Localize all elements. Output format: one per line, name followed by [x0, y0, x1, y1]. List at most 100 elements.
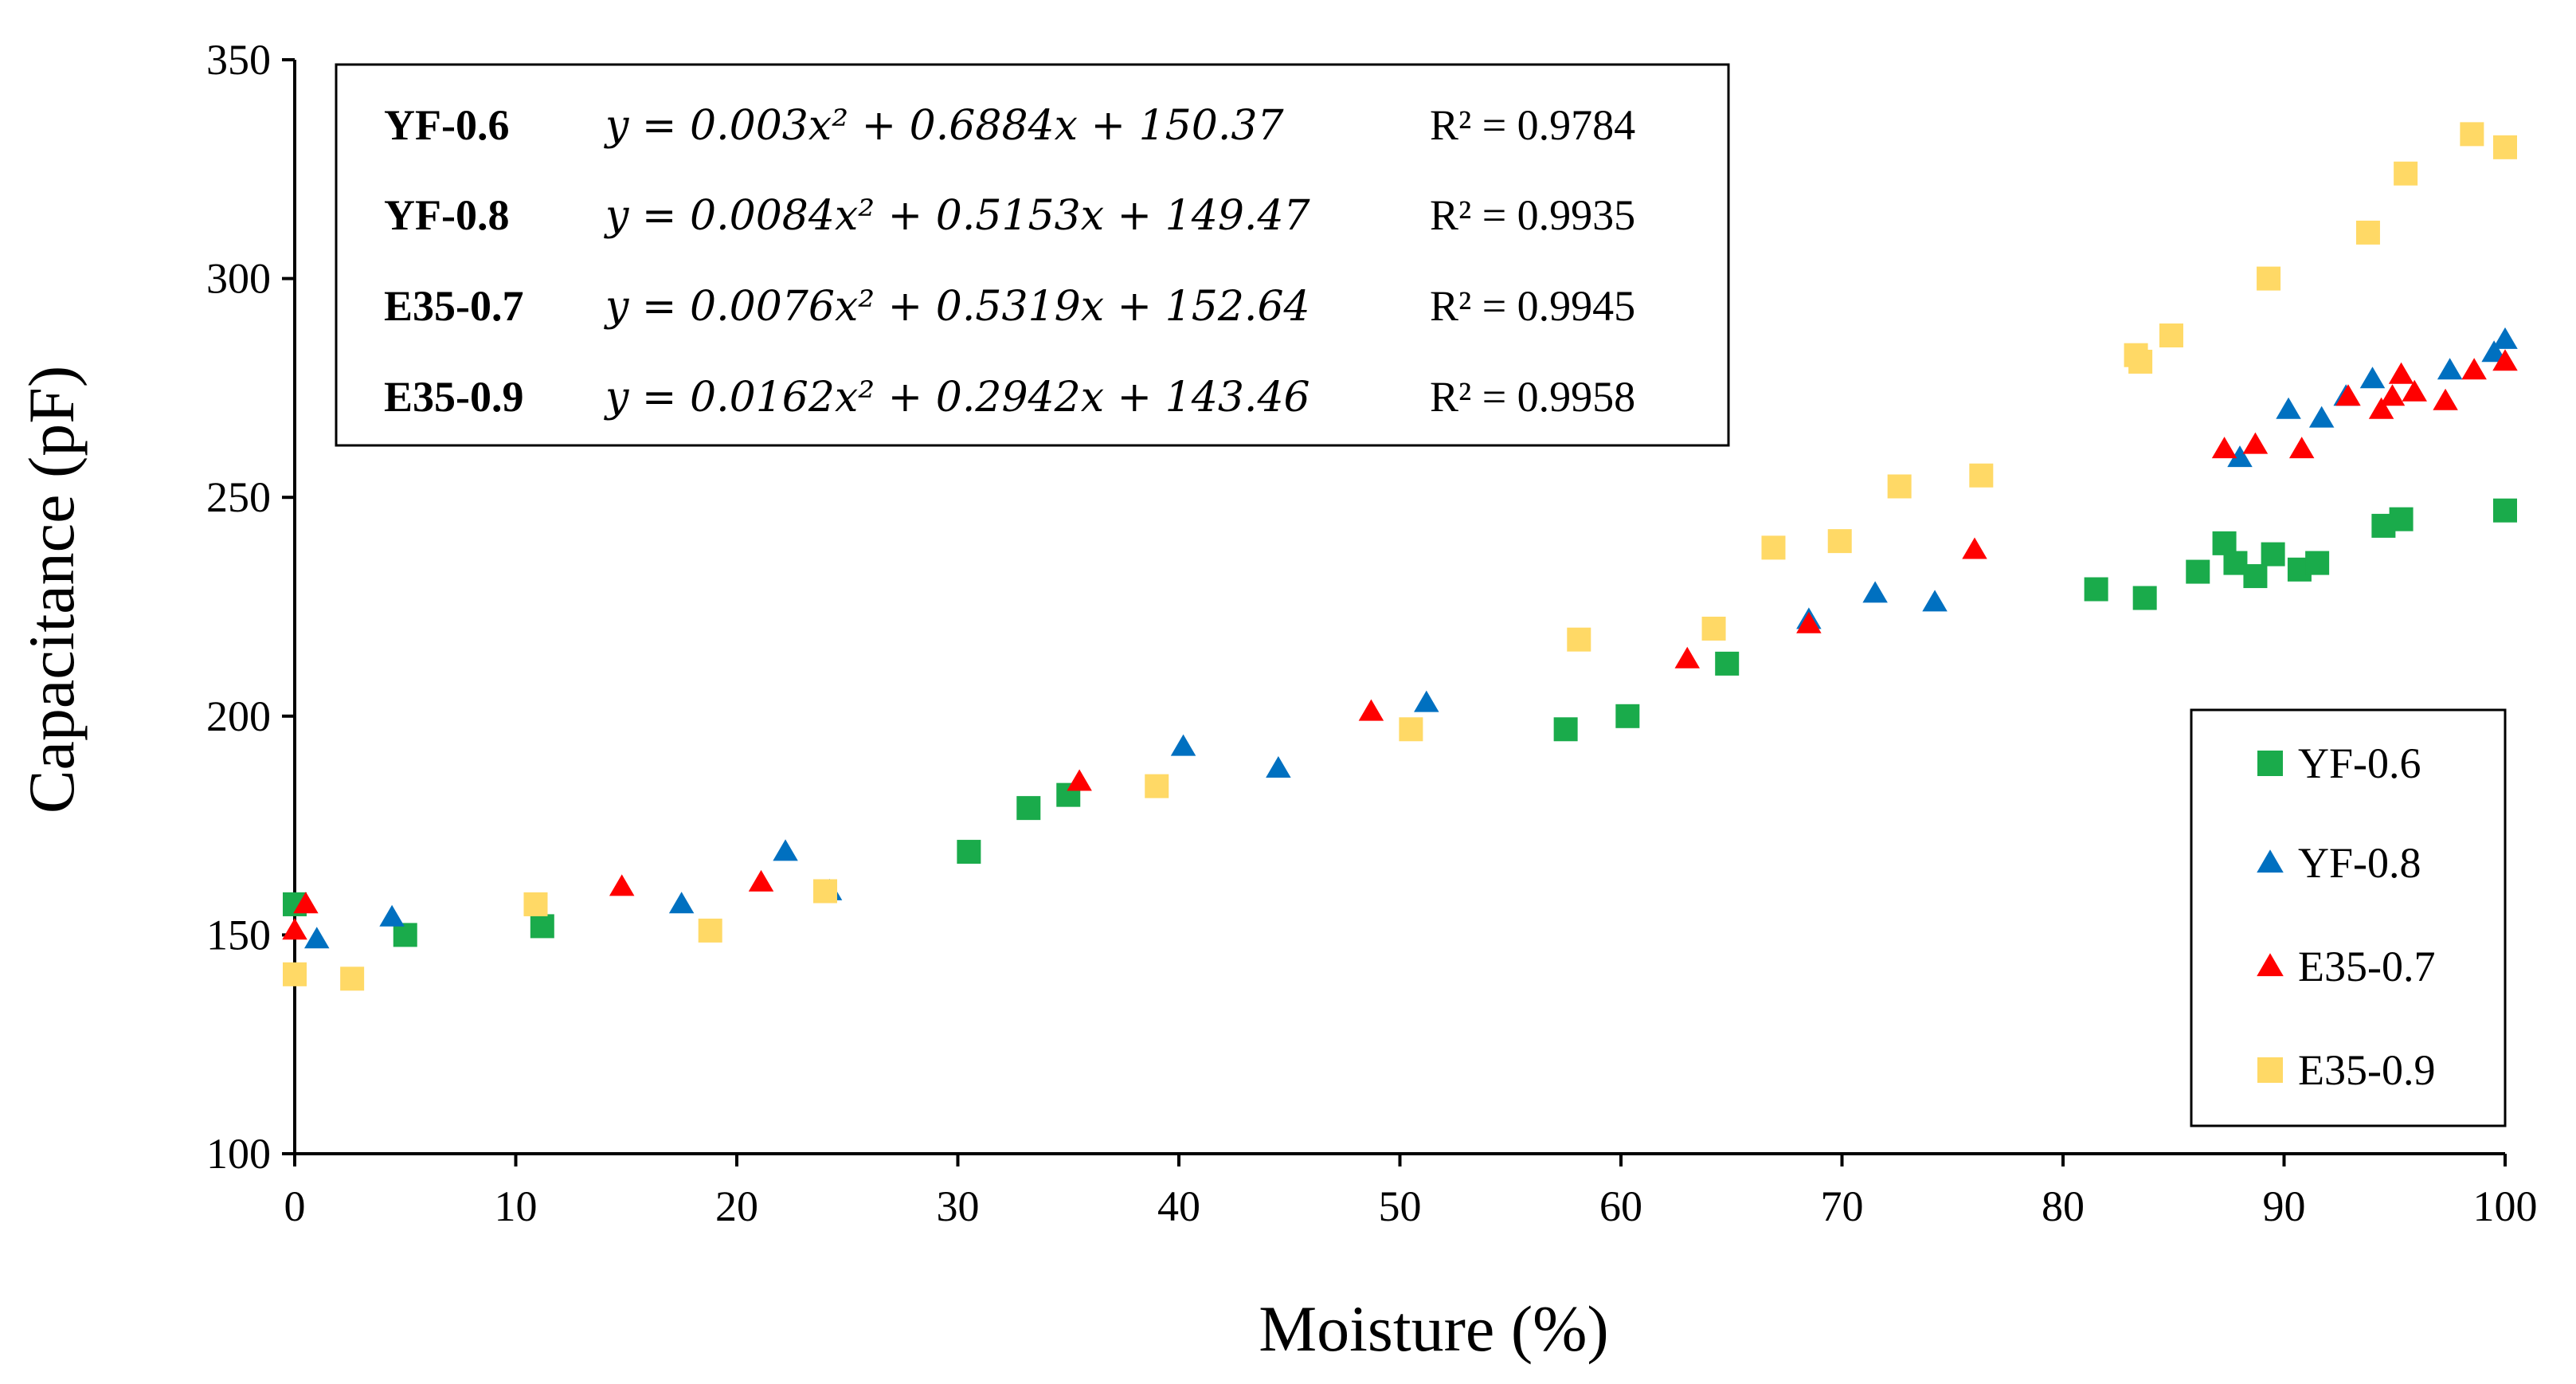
- data-point-yf-0-8: [2276, 397, 2301, 419]
- data-point-yf-0-8: [1170, 734, 1196, 756]
- legend-marker: [2257, 953, 2284, 977]
- data-point-e35-0-9: [698, 918, 722, 943]
- equation-series-name: YF-0.6: [384, 101, 509, 149]
- data-point-e35-0-9: [2128, 349, 2153, 374]
- y-tick-label: 300: [206, 255, 271, 303]
- data-point-e35-0-9: [2159, 323, 2183, 347]
- x-axis-title: Moisture (%): [1259, 1292, 1609, 1365]
- data-point-e35-0-9: [1969, 463, 1994, 488]
- data-point-yf-0-6: [393, 923, 417, 947]
- equation-rows: YF-0.6 y = 0.003x² + 0.6884x + 150.37 R² =…: [384, 101, 1635, 421]
- data-point-yf-0-6: [2493, 498, 2517, 523]
- data-point-e35-0-7: [282, 918, 307, 940]
- data-point-e35-0-9: [283, 962, 307, 986]
- equation-box: YF-0.6 y = 0.003x² + 0.6884x + 150.37 R² =…: [335, 63, 1730, 447]
- equation-formula: y = 0.0076x² + 0.5319x + 152.64: [604, 283, 1310, 331]
- legend-items: YF-0.6 YF-0.8 E35-0.7 E35-0.9: [2257, 739, 2435, 1094]
- data-point-e35-0-7: [2379, 384, 2406, 406]
- x-axis-ticks: 0 10 20 30 40 50 60 70 80 90 100: [284, 1154, 2538, 1230]
- data-point-yf-0-6: [2305, 551, 2330, 575]
- legend-label: E35-0.9: [2298, 1046, 2435, 1094]
- y-axis-ticks: 100 150 200 250 300 350: [206, 36, 295, 1178]
- data-point-e35-0-9: [340, 966, 365, 991]
- data-point-e35-0-7: [2211, 437, 2237, 459]
- data-point-yf-0-6: [1553, 717, 1578, 742]
- equation-series-name: YF-0.8: [384, 191, 509, 239]
- data-point-e35-0-9: [1399, 717, 1423, 742]
- data-point-e35-0-7: [1796, 611, 1822, 633]
- equation-series-name: E35-0.7: [384, 282, 524, 330]
- data-point-e35-0-7: [1358, 699, 1384, 721]
- data-point-e35-0-7: [2461, 358, 2487, 380]
- data-point-e35-0-9: [1145, 774, 1169, 798]
- data-point-yf-0-6: [2132, 586, 2157, 610]
- x-tick-label: 70: [1821, 1182, 1864, 1230]
- data-point-yf-0-6: [1016, 796, 1041, 821]
- data-markers: [282, 122, 2518, 991]
- data-point-e35-0-9: [2394, 161, 2418, 186]
- y-tick-label: 100: [206, 1130, 271, 1178]
- data-point-yf-0-8: [2481, 340, 2507, 363]
- legend-marker: [2257, 849, 2284, 873]
- data-point-e35-0-9: [1827, 529, 1852, 554]
- equation-series-name: E35-0.9: [384, 373, 524, 421]
- data-point-e35-0-9: [2355, 220, 2380, 245]
- data-point-e35-0-9: [2257, 266, 2281, 291]
- y-tick-label: 350: [206, 36, 271, 84]
- x-tick-label: 40: [1157, 1182, 1200, 1230]
- equation-formula: y = 0.0084x² + 0.5153x + 149.47: [604, 192, 1311, 240]
- data-point-yf-0-8: [304, 927, 330, 949]
- data-point-e35-0-9: [1567, 627, 1591, 652]
- equation-formula: y = 0.003x² + 0.6884x + 150.37: [604, 102, 1284, 150]
- data-point-yf-0-8: [773, 839, 798, 861]
- x-tick-label: 80: [2042, 1182, 2085, 1230]
- data-point-yf-0-8: [2437, 358, 2463, 380]
- data-point-yf-0-8: [1862, 581, 1888, 603]
- data-point-e35-0-7: [609, 874, 635, 896]
- data-point-yf-0-6: [2186, 559, 2210, 584]
- equation-r-squared: R² = 0.9935: [1430, 191, 1635, 239]
- data-point-e35-0-7: [2288, 437, 2315, 459]
- data-point-e35-0-7: [2368, 397, 2394, 419]
- data-point-yf-0-8: [1922, 590, 1948, 612]
- legend-marker: [2257, 751, 2283, 776]
- data-point-e35-0-9: [1761, 535, 1786, 560]
- y-axis-title: Capacitance (pF): [15, 366, 88, 814]
- data-point-yf-0-6: [2084, 577, 2108, 602]
- data-point-yf-0-6: [2389, 507, 2414, 531]
- legend-label: YF-0.6: [2298, 739, 2421, 787]
- data-point-e35-0-9: [2460, 122, 2484, 147]
- data-point-yf-0-6: [530, 914, 554, 939]
- equation-box-border: [335, 63, 1730, 447]
- data-point-yf-0-6: [1615, 704, 1640, 728]
- data-point-yf-0-8: [1266, 756, 1291, 778]
- data-point-e35-0-7: [1674, 646, 1700, 668]
- data-point-e35-0-9: [1887, 474, 1912, 499]
- legend-label: E35-0.7: [2298, 943, 2435, 990]
- data-point-yf-0-8: [2492, 327, 2518, 349]
- data-point-e35-0-9: [2493, 135, 2517, 159]
- data-point-yf-0-8: [2227, 445, 2253, 468]
- legend-label: YF-0.8: [2298, 839, 2421, 887]
- y-tick-label: 200: [206, 692, 271, 740]
- x-tick-label: 20: [715, 1182, 758, 1230]
- equation-r-squared: R² = 0.9784: [1430, 101, 1635, 149]
- data-point-yf-0-6: [2261, 542, 2285, 567]
- y-tick-label: 250: [206, 473, 271, 521]
- x-tick-label: 30: [937, 1182, 980, 1230]
- data-point-e35-0-7: [2433, 388, 2458, 410]
- data-point-e35-0-7: [2242, 432, 2269, 454]
- y-tick-label: 150: [206, 911, 271, 959]
- data-point-e35-0-9: [523, 892, 548, 916]
- x-tick-label: 10: [495, 1182, 538, 1230]
- equation-formula: y = 0.0162x² + 0.2942x + 143.46: [604, 374, 1310, 421]
- x-tick-label: 50: [1379, 1182, 1422, 1230]
- data-point-yf-0-6: [957, 840, 981, 865]
- data-point-yf-0-6: [2243, 564, 2268, 589]
- legend-border: [2190, 708, 2507, 1127]
- data-point-yf-0-6: [1715, 651, 1740, 676]
- x-tick-label: 60: [1599, 1182, 1642, 1230]
- x-tick-label: 90: [2263, 1182, 2306, 1230]
- data-point-e35-0-9: [1701, 616, 1726, 641]
